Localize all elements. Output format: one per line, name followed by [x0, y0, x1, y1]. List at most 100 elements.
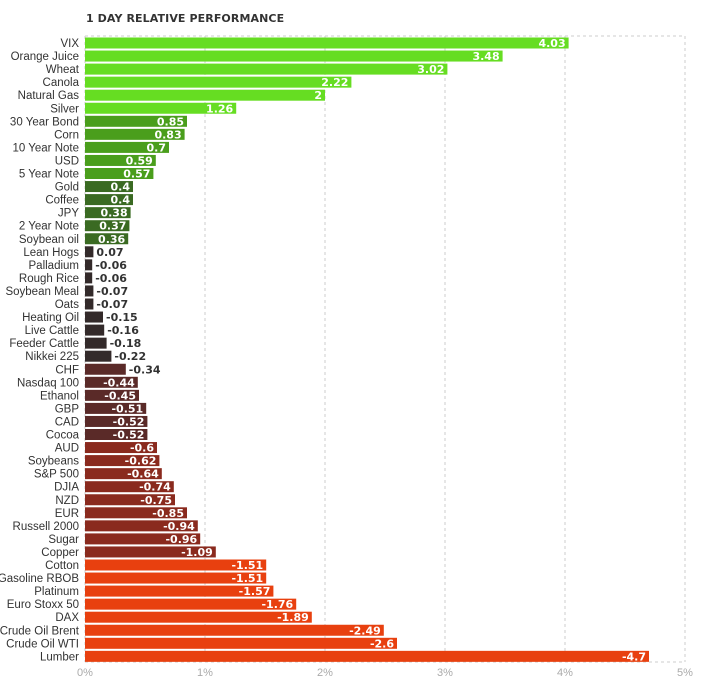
bar[interactable] [85, 154, 156, 166]
category-label: Soybean Meal [5, 286, 79, 298]
bar[interactable] [85, 350, 112, 362]
bar[interactable] [85, 324, 105, 336]
value-label: 0.36 [98, 233, 125, 246]
bar[interactable] [85, 207, 131, 219]
bar[interactable] [85, 650, 649, 662]
bar[interactable] [85, 389, 139, 401]
bar[interactable] [85, 598, 297, 610]
bar[interactable] [85, 611, 312, 623]
category-label: Gasoline RBOB [0, 573, 79, 585]
category-label: Cocoa [46, 430, 80, 442]
value-label: -1.57 [239, 585, 271, 598]
value-label: 0.83 [154, 128, 181, 141]
bar[interactable] [85, 533, 201, 545]
value-label: -2.6 [370, 637, 394, 650]
bar[interactable] [85, 402, 147, 414]
bar[interactable] [85, 507, 187, 519]
grid-layer [84, 35, 686, 663]
bar[interactable] [85, 115, 187, 127]
bar[interactable] [85, 442, 157, 454]
value-label: 0.07 [96, 246, 123, 259]
value-label: -0.07 [96, 285, 128, 298]
bar[interactable] [85, 102, 237, 114]
bar[interactable] [85, 89, 325, 101]
value-label: 0.4 [111, 181, 131, 194]
bar[interactable] [85, 63, 448, 75]
category-label: Feeder Cattle [9, 338, 79, 350]
bar[interactable] [85, 298, 94, 310]
category-label: Gold [55, 182, 79, 194]
value-label: -0.07 [96, 298, 128, 311]
bar[interactable] [85, 572, 267, 584]
bar[interactable] [85, 181, 133, 193]
category-label: Heating Oil [22, 312, 79, 324]
category-label: Rough Rice [19, 273, 79, 285]
bar[interactable] [85, 494, 175, 506]
category-label: EUR [55, 508, 79, 520]
bar[interactable] [85, 337, 107, 349]
category-label: Corn [54, 129, 79, 141]
bar[interactable] [85, 468, 162, 480]
bar[interactable] [85, 259, 93, 271]
category-label: Sugar [48, 534, 79, 546]
value-label: -1.76 [261, 598, 293, 611]
category-label: NZD [55, 495, 79, 507]
category-label: Orange Juice [11, 51, 79, 63]
value-label: 2.22 [321, 76, 348, 89]
x-tick-label: 0% [77, 667, 93, 679]
bar[interactable] [85, 429, 148, 440]
category-label: Palladium [29, 260, 80, 272]
value-label: -0.6 [130, 442, 154, 455]
value-label: -4.7 [622, 650, 646, 663]
value-label: -0.52 [113, 429, 145, 442]
category-label: S&P 500 [34, 469, 79, 481]
value-label: -0.22 [114, 350, 146, 363]
bar[interactable] [85, 455, 160, 467]
value-label: -1.51 [231, 572, 263, 585]
value-label: -0.51 [111, 402, 143, 415]
category-label: Soybean oil [19, 234, 79, 246]
category-label: Copper [41, 547, 79, 559]
bar[interactable] [85, 50, 503, 62]
bar-layer: 4.03 3.48 3.02 2.222 1.26 0.850.830.70.590.57… [85, 37, 649, 663]
category-label: AUD [55, 443, 79, 455]
value-label: -0.75 [140, 494, 172, 507]
category-label: 30 Year Bond [10, 116, 79, 128]
bar[interactable] [85, 220, 130, 232]
bar[interactable] [85, 559, 267, 571]
bar[interactable] [85, 246, 94, 258]
chart-title: 1 DAY RELATIVE PERFORMANCE [86, 12, 285, 25]
bar[interactable] [85, 141, 169, 153]
bar[interactable] [85, 415, 148, 427]
bar[interactable] [85, 637, 397, 649]
category-label: Canola [43, 77, 80, 89]
value-label: 2 [314, 89, 322, 102]
category-label: 5 Year Note [19, 169, 79, 181]
bar[interactable] [85, 546, 216, 558]
bar[interactable] [85, 233, 129, 245]
value-label: -0.06 [95, 272, 127, 285]
bar[interactable] [85, 520, 198, 532]
bar[interactable] [85, 481, 174, 493]
value-label: -0.94 [163, 520, 195, 533]
category-label: Wheat [46, 64, 80, 76]
category-label: Soybeans [28, 456, 79, 468]
value-label: -0.74 [139, 481, 171, 494]
bar[interactable] [85, 168, 154, 179]
bar[interactable] [85, 37, 569, 49]
bar[interactable] [85, 363, 126, 375]
bar[interactable] [85, 272, 93, 284]
value-label: -0.85 [152, 507, 184, 520]
bar[interactable] [85, 194, 133, 206]
bar[interactable] [85, 285, 94, 297]
bar[interactable] [85, 128, 185, 140]
category-label: Lean Hogs [23, 247, 79, 259]
x-tick-label: 3% [437, 667, 453, 679]
category-label: VIX [60, 38, 79, 50]
value-label: -1.89 [277, 611, 309, 624]
bar[interactable] [85, 76, 352, 88]
bar[interactable] [85, 624, 384, 636]
bar[interactable] [85, 311, 103, 323]
bar[interactable] [85, 585, 274, 597]
bar[interactable] [85, 376, 138, 388]
